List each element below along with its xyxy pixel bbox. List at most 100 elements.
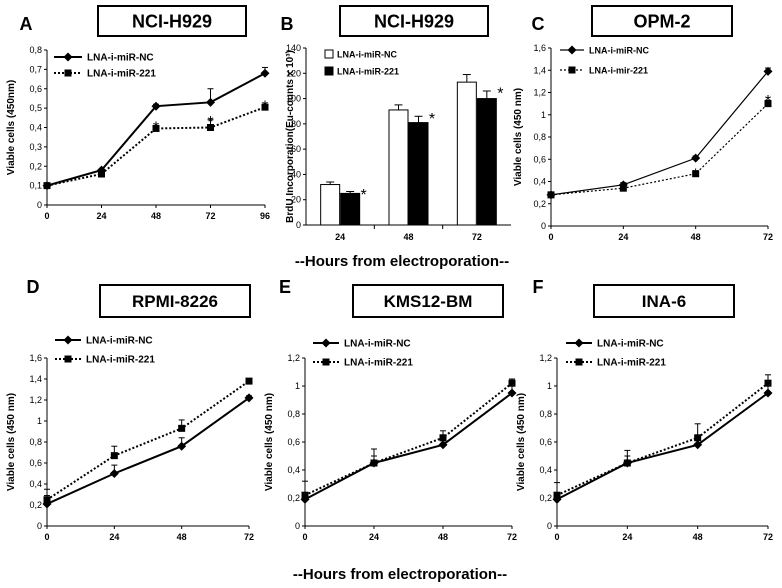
y-tick-label: 0,4 [287,465,300,475]
data-point [178,424,186,432]
legend-label: LNA-i-miR-221 [597,358,666,369]
legend-label: LNA-i-miR-NC [344,339,411,350]
y-axis-label: Viable cells (450 nm) [6,393,17,491]
title-box [339,5,489,37]
y-tick-label: 1,2 [539,353,552,363]
data-point [301,491,309,499]
panel-letter: C [532,14,545,34]
chart-title: INA-6 [642,292,686,311]
legend-label: LNA-i-miR-NC [597,339,664,350]
panel-letter: F [533,277,544,297]
y-tick-label: 0,8 [287,409,300,419]
significance-star: * [765,93,771,110]
y-tick-label: 1 [37,416,42,426]
y-tick-label: 0,8 [539,409,552,419]
shared-xlabel-bottom: --Hours from electroporation-- [293,566,507,583]
data-point [619,184,627,192]
y-tick-label: 1,4 [533,65,546,75]
data-point [438,440,448,450]
significance-star: * [429,111,435,128]
chart-title: NCI-H929 [374,11,454,31]
legend-label: LNA-i-miR-221 [87,69,156,80]
data-point [43,496,51,504]
x-tick-label: 24 [622,532,632,542]
panel-e: E KMS12-BM 0 0,2 0,4 0,6 0,8 1 1,2 Viable cells (… [264,277,517,542]
series-mir221 [301,378,516,499]
legend-label: LNA-i-miR-NC [337,50,397,60]
series-line [46,106,266,187]
significance-star: * [497,86,503,103]
significance-star: * [262,98,268,115]
bar [320,184,341,226]
legend-label: LNA-i-mir-221 [589,66,648,76]
y-tick-label: 0,4 [539,465,552,475]
x-tick-label: 48 [177,532,187,542]
x-tick-label: 0 [44,532,49,542]
y-tick-label: 0 [541,221,546,231]
legend-marker [63,335,73,345]
series-nc [42,393,254,509]
y-tick-label: 0 [547,521,552,531]
x-tick-label: 72 [763,232,773,242]
series-line [550,103,769,196]
data-point [508,379,516,387]
x-tick-label: 48 [438,532,448,542]
data-point [547,191,555,199]
y-axis-label: Viable cells (450nm) [6,80,17,175]
panel-letter: D [27,277,40,297]
series-line [46,380,250,501]
y-tick-label: 0,8 [29,45,42,55]
y-tick-label: 0,6 [287,437,300,447]
legend-marker [568,66,576,74]
y-tick-label: 0,2 [29,161,42,171]
legend-label: LNA-i-miR-221 [337,67,399,77]
significance-star: * [361,187,367,204]
legend-label: LNA-i-miR-221 [344,358,413,369]
series-mir221 [43,103,269,190]
legend-marker [322,358,330,366]
bar [408,122,429,226]
data-point [109,469,119,478]
legend-marker [567,45,577,55]
bar [476,98,497,226]
significance-star: * [153,120,159,137]
y-tick-label: 0,8 [29,437,42,447]
data-point [691,153,701,163]
shared-xlabel-top: --Hours from electroporation-- [295,253,509,270]
series-line [304,382,513,497]
y-tick-label: 0,8 [533,132,546,142]
y-tick-label: 1 [547,381,552,391]
y-axis-label: Viable cells (450 nm) [516,393,527,491]
x-tick-label: 24 [109,532,119,542]
y-tick-label: 0,4 [533,177,546,187]
bar [456,81,477,226]
data-point [764,100,772,108]
x-tick-label: 24 [618,232,628,242]
bar [388,109,409,226]
legend-marker [64,355,72,363]
data-point [206,97,215,107]
data-point [764,379,772,387]
x-tick-label: 72 [507,532,517,542]
x-tick-label: 24 [335,232,345,242]
y-tick-label: 60 [291,144,301,154]
y-tick-label: 0 [296,220,301,230]
panel-d: D RPMI-8226 0 0,2 0,4 0,6 0,8 1 1,2 1,4 1,6 Viable … [6,277,254,542]
y-tick-label: 0,6 [29,458,42,468]
y-tick-label: 0,7 [29,64,42,74]
panel-c: C OPM-2 0 0,2 0,4 0,6 0,8 1 1,2 1,4 1,6 Viable cell… [513,5,773,242]
y-tick-label: 0,2 [287,493,300,503]
legend-label: LNA-i-miR-NC [87,53,154,64]
data-point [207,124,214,131]
x-tick-label: 48 [403,232,413,242]
x-tick-label: 96 [260,211,270,221]
data-point [370,459,378,467]
series-line [556,382,769,497]
data-point [245,377,253,385]
series-line [46,397,250,505]
panel-f: F INA-6 0 0,2 0,4 0,6 0,8 1 1,2 Viable cells (450… [516,277,773,542]
title-box [97,5,247,37]
y-tick-label: 1,2 [287,353,300,363]
